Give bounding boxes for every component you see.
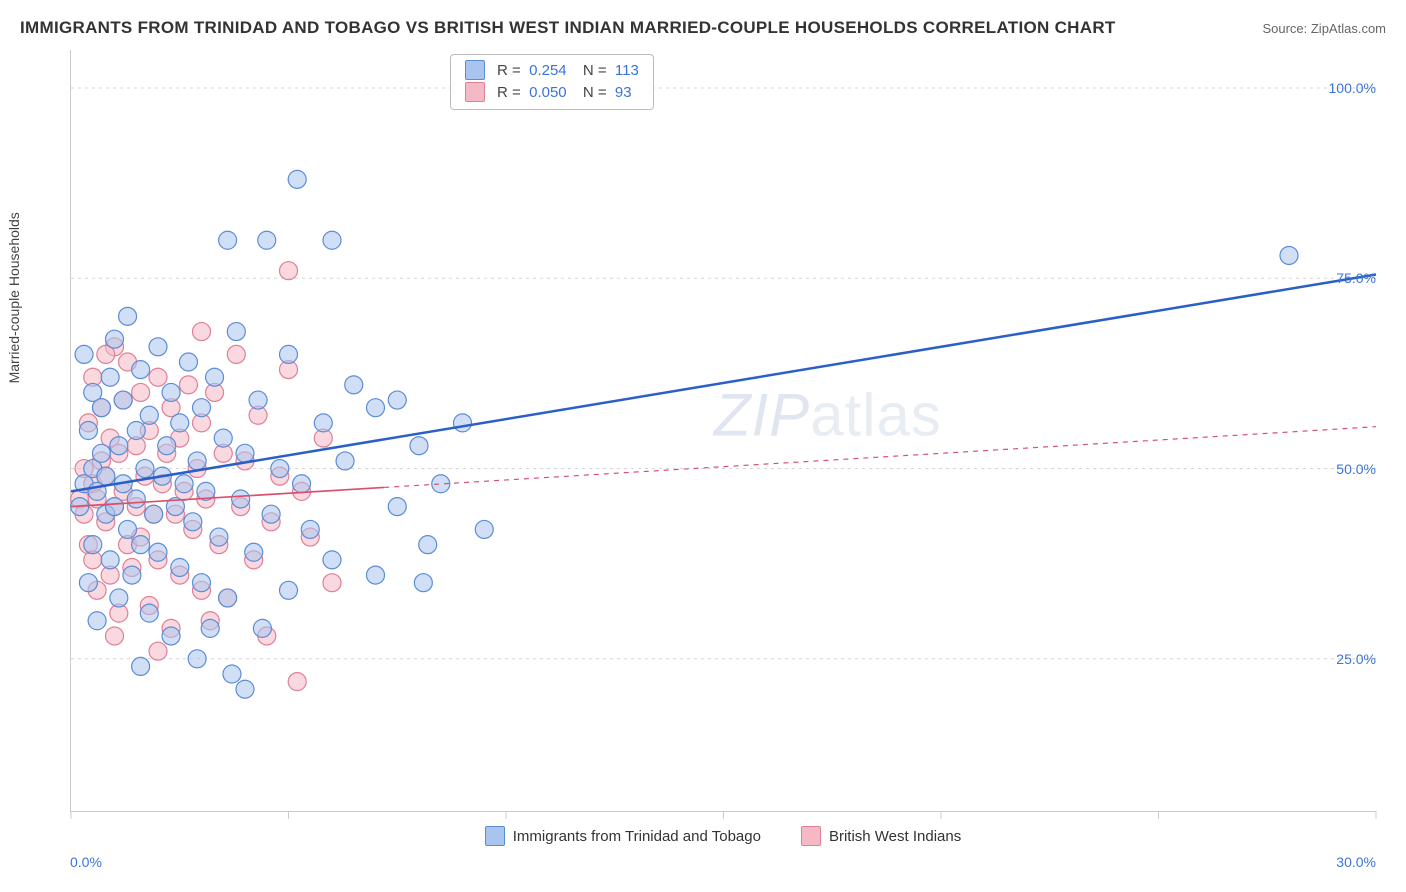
swatch-trinidad bbox=[485, 826, 505, 846]
correlation-chart: Married-couple Households ZIPatlas 25.0%… bbox=[20, 50, 1386, 872]
legend-label: Immigrants from Trinidad and Tobago bbox=[513, 828, 761, 845]
swatch-bwi bbox=[801, 826, 821, 846]
source-attribution: Source: ZipAtlas.com bbox=[1262, 21, 1386, 36]
y-tick-label: 50.0% bbox=[1336, 461, 1376, 477]
series-legend: Immigrants from Trinidad and Tobago Brit… bbox=[70, 826, 1376, 846]
legend-item-trinidad: Immigrants from Trinidad and Tobago bbox=[485, 826, 761, 846]
legend-item-bwi: British West Indians bbox=[801, 826, 961, 846]
page-title: IMMIGRANTS FROM TRINIDAD AND TOBAGO VS B… bbox=[20, 18, 1116, 38]
stats-row-bwi: R = 0.050 N = 93 bbox=[465, 81, 639, 103]
swatch-bwi bbox=[465, 82, 485, 102]
x-axis-labels: 0.0% 30.0% bbox=[70, 854, 1376, 870]
y-tick-label: 100.0% bbox=[1329, 80, 1376, 96]
y-tick-label: 75.0% bbox=[1336, 270, 1376, 286]
stats-legend: R = 0.254 N = 113 R = 0.050 N = 93 bbox=[450, 54, 654, 110]
y-tick-label: 25.0% bbox=[1336, 651, 1376, 667]
x-tick-label: 30.0% bbox=[1336, 854, 1376, 870]
x-tick-label: 0.0% bbox=[70, 854, 102, 870]
swatch-trinidad bbox=[465, 60, 485, 80]
plot-area: ZIPatlas bbox=[70, 50, 1376, 812]
y-axis-label: Married-couple Households bbox=[6, 212, 22, 383]
legend-label: British West Indians bbox=[829, 828, 961, 845]
stats-row-trinidad: R = 0.254 N = 113 bbox=[465, 59, 639, 81]
